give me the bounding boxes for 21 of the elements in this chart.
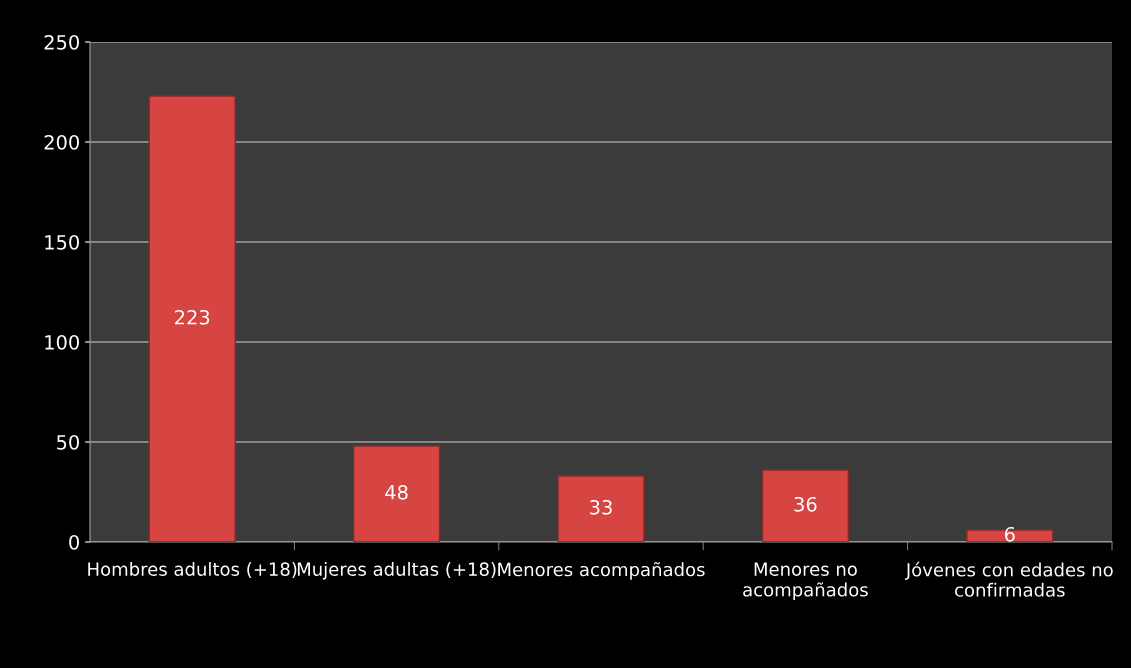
- data-label: 223: [175, 309, 210, 325]
- bar: [352, 445, 441, 542]
- x-tick-label: Mujeres adultas (+18): [297, 562, 496, 580]
- y-tick-label: 0: [69, 534, 79, 550]
- bar: [148, 95, 236, 542]
- bar: [761, 469, 850, 542]
- x-tick-label: Hombres adultos (+18): [88, 562, 297, 579]
- bar: [966, 529, 1054, 542]
- y-tick-label: 100: [45, 334, 79, 350]
- x-tick-label: Menores acompañados: [498, 562, 705, 580]
- x-tick-label: Jóvenes con edades no confirmadas: [904, 561, 1113, 597]
- data-label: 48: [385, 484, 408, 500]
- y-tick-label: 250: [44, 34, 79, 50]
- data-label: 36: [794, 496, 817, 512]
- data-label: 33: [590, 499, 612, 515]
- y-tick-label: 150: [45, 234, 79, 250]
- y-tick-label: 200: [44, 134, 79, 150]
- y-tick-label: 50: [57, 434, 79, 450]
- data-label: 6: [1004, 526, 1015, 542]
- x-tick-label: Menores no acompañados: [743, 562, 868, 601]
- bar: [557, 475, 645, 542]
